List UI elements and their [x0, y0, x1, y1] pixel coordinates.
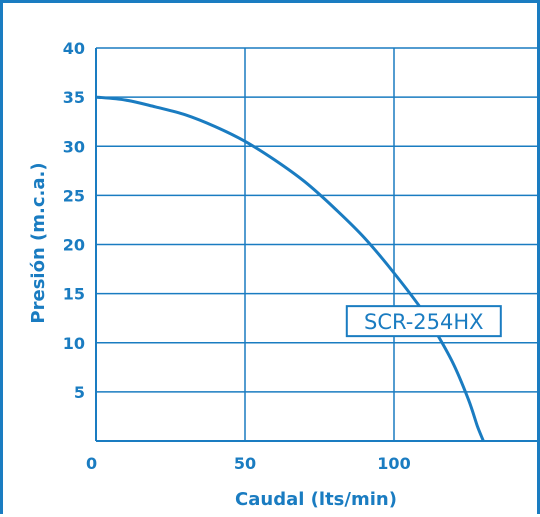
x-tick-label: 50 — [234, 454, 256, 473]
label-layer: SCR-254HX — [345, 305, 502, 338]
y-tick-label: 15 — [63, 285, 85, 304]
series-label: SCR-254HX — [364, 310, 484, 334]
chart-svg: 5 10 15 20 25 30 35 40 0 50 100 SCR-254HX Caudal (… — [28, 39, 540, 510]
series-layer — [95, 95, 485, 442]
y-tick-label: 25 — [63, 186, 85, 205]
y-tick-label: 40 — [63, 39, 85, 58]
y-tick-label: 20 — [63, 236, 85, 255]
y-tick-label: 35 — [63, 88, 85, 107]
grid-layer — [95, 47, 540, 442]
series-line — [95, 95, 485, 442]
series-label-box — [345, 305, 502, 338]
tick-layer: 5 10 15 20 25 30 35 40 0 50 100 — [63, 39, 411, 473]
y-tick-label: 30 — [63, 137, 85, 156]
x-axis-title: Caudal (lts/min) — [235, 489, 397, 510]
y-tick-label: 5 — [74, 383, 85, 402]
y-axis-title: Presión (m.c.a.) — [28, 162, 49, 323]
y-tick-label: 10 — [63, 334, 85, 353]
x-tick-label: 0 — [86, 454, 97, 473]
x-tick-label: 100 — [377, 454, 410, 473]
